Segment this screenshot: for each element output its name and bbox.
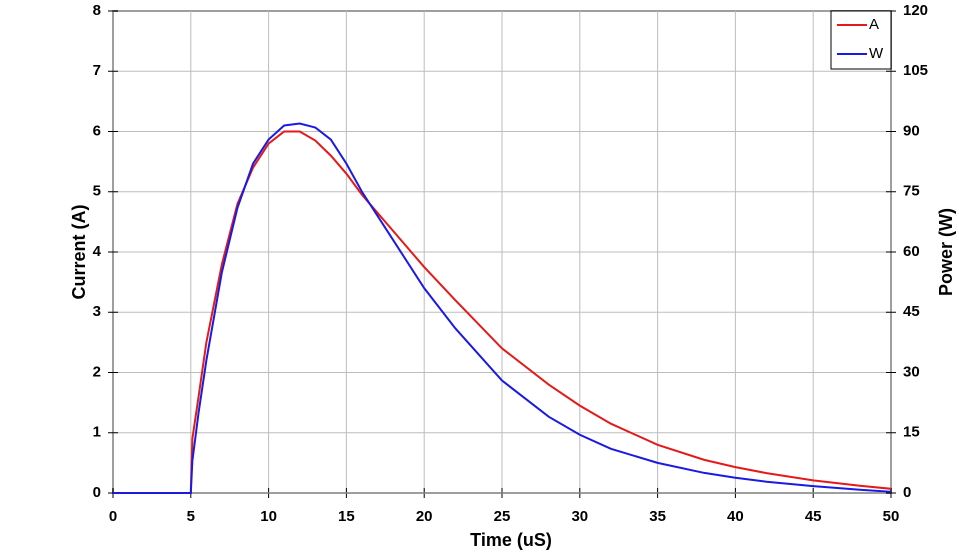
y2-tick-label: 105 [903, 62, 928, 79]
y2-tick-label: 75 [903, 183, 920, 200]
series-line [113, 130, 892, 494]
y2-tick-label: 120 [903, 2, 928, 19]
y-tick-label: 8 [93, 2, 101, 19]
y-tick-label: 5 [93, 183, 101, 200]
x-tick-label: 10 [260, 508, 277, 525]
x-tick-label: 35 [649, 508, 666, 525]
x-tick-label: 15 [338, 508, 355, 525]
y-axis-title: Current (A) [69, 205, 89, 300]
legend-label: A [869, 16, 879, 33]
x-tick-label: 50 [883, 508, 900, 525]
x-tick-label: 20 [416, 508, 433, 525]
y2-tick-label: 45 [903, 303, 920, 320]
y-tick-label: 0 [93, 484, 101, 501]
y-tick-label: 4 [93, 243, 102, 260]
legend-box [830, 10, 892, 70]
series-line [113, 122, 892, 494]
y2-axis-title: Power (W) [936, 208, 956, 296]
x-tick-label: 25 [494, 508, 511, 525]
x-tick-label: 0 [109, 508, 117, 525]
y-tick-label: 2 [93, 363, 101, 380]
x-axis-title: Time (uS) [470, 530, 552, 550]
y-tick-label: 7 [93, 62, 101, 79]
y2-tick-label: 0 [903, 484, 911, 501]
x-tick-label: 5 [187, 508, 195, 525]
y-tick-label: 3 [93, 303, 101, 320]
y-tick-label: 1 [93, 424, 101, 441]
y2-tick-label: 15 [903, 424, 920, 441]
legend-label: W [869, 45, 884, 62]
y2-tick-label: 90 [903, 122, 920, 139]
y2-tick-label: 60 [903, 243, 920, 260]
y-tick-label: 6 [93, 122, 101, 139]
x-tick-label: 45 [805, 508, 822, 525]
y2-tick-label: 30 [903, 363, 920, 380]
x-tick-label: 40 [727, 508, 744, 525]
x-tick-label: 30 [571, 508, 588, 525]
